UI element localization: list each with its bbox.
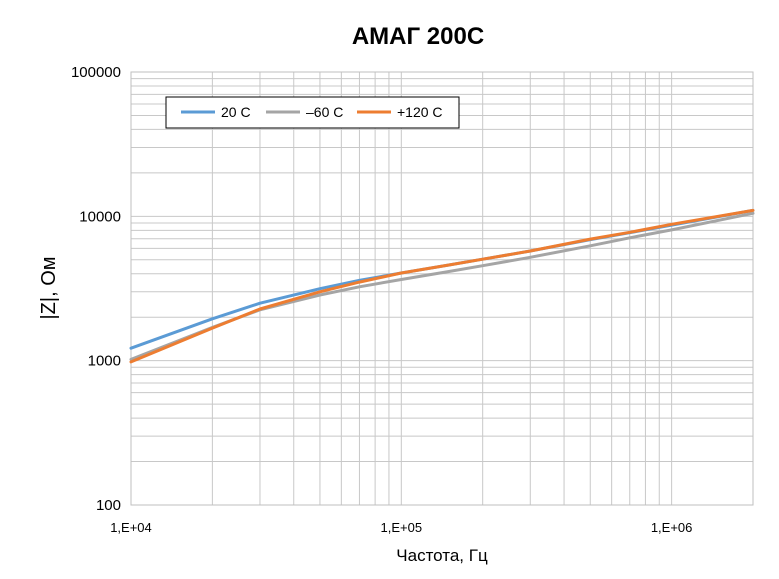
y-tick-label: 100 xyxy=(96,497,121,514)
tick-labels: 100 1000 10000 100000 1,E+04 1,E+05 1,E+06 xyxy=(71,64,692,535)
y-tick-label: 1000 xyxy=(88,353,121,370)
series-line-3 xyxy=(129,208,755,364)
x-tick-label: 1,E+04 xyxy=(110,520,152,535)
legend-label: +120 С xyxy=(397,104,443,120)
x-axis-label: Частота, Гц xyxy=(396,546,488,565)
legend-label: –60 С xyxy=(306,104,343,120)
x-tick-label: 1,E+06 xyxy=(651,520,693,535)
grid xyxy=(130,71,754,506)
legend: 20 С –60 С +120 С xyxy=(165,96,460,129)
y-tick-label: 10000 xyxy=(79,208,121,225)
chart-title: АМАГ 200С xyxy=(352,23,484,50)
legend-label: 20 С xyxy=(221,104,251,120)
plot-border xyxy=(130,71,754,506)
y-axis-label: |Z|, Ом xyxy=(38,256,60,319)
y-tick-label: 100000 xyxy=(71,64,121,81)
series-lines xyxy=(129,208,755,364)
x-tick-label: 1,E+05 xyxy=(381,520,423,535)
